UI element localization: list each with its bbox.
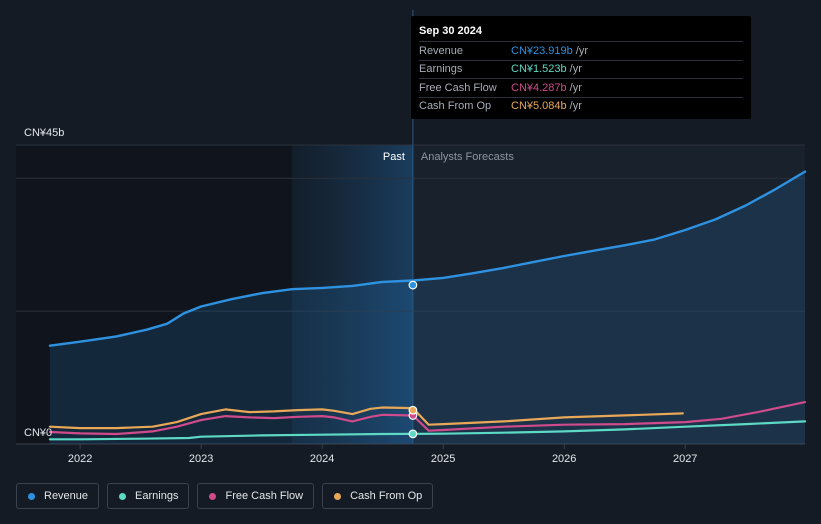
series-markers	[408, 280, 418, 439]
chart-legend: Revenue Earnings Free Cash Flow Cash Fro…	[16, 483, 434, 511]
cash-from-op-line	[48, 406, 684, 430]
tooltip-label: Revenue	[419, 44, 464, 57]
tooltip-unit: /yr	[569, 63, 582, 76]
legend-label: Free Cash Flow	[225, 490, 304, 502]
tooltip-row-earnings: Earnings CN¥1.523b /yr	[419, 59, 743, 79]
x-tick-label: 2026	[552, 453, 576, 465]
x-tick-label: 2027	[673, 453, 697, 465]
x-tick-label: 2024	[310, 453, 334, 465]
tooltip-row-cash-from-op: Cash From Op CN¥5.084b /yr	[419, 96, 743, 116]
tooltip-row-revenue: Revenue CN¥23.919b /yr	[419, 41, 743, 60]
y-axis-max-label: CN¥45b	[24, 127, 64, 139]
x-tick-label: 2025	[431, 453, 455, 465]
tooltip-label: Cash From Op	[419, 100, 492, 113]
tooltip-label: Earnings	[419, 63, 463, 76]
legend-dot-icon	[334, 492, 342, 500]
legend-label: Earnings	[135, 490, 179, 502]
revenue-marker[interactable]	[408, 280, 418, 290]
tooltip-value: CN¥4.287b	[511, 81, 567, 94]
tooltip-date: Sep 30 2024	[419, 25, 482, 37]
tooltip-value: CN¥1.523b	[511, 63, 567, 76]
tooltip-value: CN¥5.084b	[511, 100, 567, 113]
forecast-label: Analysts Forecasts	[421, 151, 514, 163]
tooltip-value: CN¥23.919b	[511, 44, 573, 57]
highlight-band	[291, 145, 413, 444]
x-axis-ticks: 2022 2023 2024 2025 2026 2027	[68, 444, 697, 465]
legend-label: Revenue	[44, 490, 89, 502]
series-areas	[49, 171, 805, 444]
legend-item-cash-from-op[interactable]: Cash From Op	[322, 483, 434, 509]
gridlines	[16, 144, 805, 445]
legend-label: Cash From Op	[350, 490, 423, 502]
legend-dot-icon	[119, 492, 127, 500]
y-axis-min-label: CN¥0	[24, 427, 52, 439]
x-tick-label: 2023	[189, 453, 213, 465]
cash-from-op-marker[interactable]	[408, 405, 418, 415]
data-tooltip: Sep 30 2024 Revenue CN¥23.919b /yr Earni…	[411, 16, 751, 119]
legend-item-earnings[interactable]: Earnings	[107, 483, 190, 509]
tooltip-unit: /yr	[575, 44, 589, 57]
tooltip-label: Free Cash Flow	[419, 81, 497, 94]
legend-dot-icon	[209, 492, 217, 500]
legend-dot-icon	[28, 492, 35, 500]
earnings-line	[48, 420, 807, 441]
free-cash-flow-line	[48, 401, 807, 436]
forecast-background	[412, 145, 805, 444]
tooltip-unit: /yr	[569, 100, 582, 113]
tooltip-row-free-cash-flow: Free Cash Flow CN¥4.287b /yr	[419, 78, 743, 97]
past-label: Past	[383, 151, 405, 163]
revenue-area	[49, 171, 805, 444]
earnings-marker[interactable]	[408, 429, 418, 439]
x-tick-label: 2022	[68, 453, 92, 465]
legend-item-revenue[interactable]: Revenue	[16, 483, 100, 509]
tooltip-unit: /yr	[569, 81, 582, 94]
legend-item-free-cash-flow[interactable]: Free Cash Flow	[197, 483, 315, 509]
